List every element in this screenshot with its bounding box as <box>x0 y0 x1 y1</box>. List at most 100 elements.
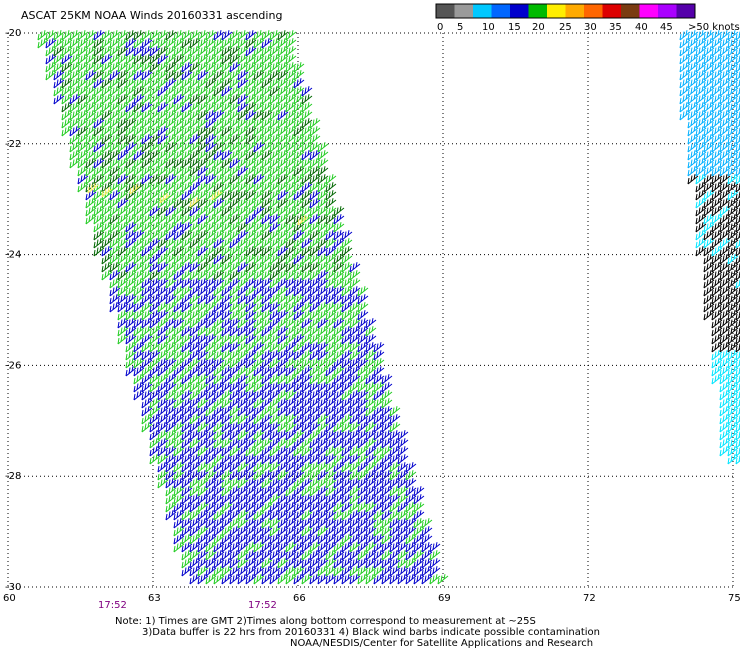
wind-barb <box>189 286 201 297</box>
wind-barb <box>727 310 739 321</box>
wind-barb <box>711 150 723 161</box>
wind-barb <box>221 214 233 225</box>
wind-barb <box>325 398 337 409</box>
wind-barb <box>213 326 225 337</box>
wind-barb <box>157 134 169 145</box>
wind-barb <box>349 470 361 481</box>
wind-barb <box>109 214 121 225</box>
wind-barb <box>173 222 185 233</box>
wind-barb <box>237 406 249 417</box>
wind-barb <box>173 494 185 505</box>
wind-barb <box>389 438 401 449</box>
wind-barb <box>277 382 289 393</box>
wind-barb <box>125 238 137 249</box>
wind-barb <box>735 175 740 185</box>
wind-barb <box>117 86 129 97</box>
wind-barb <box>349 302 361 313</box>
wind-barb <box>293 190 305 201</box>
wind-barb <box>301 462 313 473</box>
wind-barb <box>229 230 241 241</box>
wind-barb <box>413 534 425 545</box>
wind-barb <box>93 62 105 73</box>
wind-barb <box>109 38 121 49</box>
wind-barb <box>365 366 377 377</box>
wind-barb <box>285 574 297 585</box>
wind-barb <box>61 78 73 89</box>
wind-barb <box>285 430 297 441</box>
wind-barb <box>309 334 321 345</box>
wind-barb <box>181 438 193 449</box>
wind-barb <box>711 206 723 217</box>
wind-barb <box>317 446 329 457</box>
wind-barb <box>221 446 233 457</box>
wind-barb <box>117 270 129 281</box>
wind-barb <box>301 526 313 537</box>
wind-barb <box>165 382 177 393</box>
wind-barb <box>309 558 321 569</box>
wind-barb <box>413 566 425 577</box>
wind-barb <box>189 350 201 361</box>
wind-barb <box>133 382 145 393</box>
wind-barb <box>293 454 305 465</box>
wind-barb <box>293 486 305 497</box>
wind-barb <box>285 566 297 577</box>
wind-barb <box>229 310 241 321</box>
wind-barb <box>229 302 241 313</box>
wind-barb <box>181 30 193 41</box>
wind-barb <box>711 278 723 289</box>
wind-barb <box>735 351 740 361</box>
wind-barb <box>719 46 731 57</box>
wind-barb <box>357 294 369 305</box>
wind-barb <box>285 326 297 337</box>
wind-barb <box>285 62 297 73</box>
wind-barb <box>285 110 297 121</box>
wind-barb <box>221 470 233 481</box>
wind-barb <box>189 302 201 313</box>
wind-barb <box>373 358 385 369</box>
wind-barb <box>397 542 409 553</box>
wind-barb <box>349 502 361 513</box>
wind-barb <box>695 118 707 129</box>
wind-barb <box>269 182 281 193</box>
wind-barb <box>189 78 201 89</box>
wind-barb <box>245 190 257 201</box>
wind-barb <box>317 390 329 401</box>
wind-barb <box>197 222 209 233</box>
wind-barb <box>285 438 297 449</box>
wind-barb <box>173 446 185 457</box>
wind-barb <box>173 254 185 265</box>
wind-barb <box>261 270 273 281</box>
wind-barb <box>141 198 153 209</box>
wind-barb <box>373 574 385 585</box>
wind-barb <box>189 390 201 401</box>
wind-barb <box>229 478 241 489</box>
wind-barb <box>269 286 281 297</box>
wind-barb <box>333 574 345 585</box>
wind-barb <box>229 374 241 385</box>
wind-barb <box>277 390 289 401</box>
wind-barb <box>189 398 201 409</box>
wind-barb <box>687 54 699 65</box>
wind-barb <box>365 358 377 369</box>
wind-barb <box>77 126 89 137</box>
wind-barb <box>245 454 257 465</box>
wind-barb <box>237 366 249 377</box>
wind-barb <box>141 302 153 313</box>
wind-barb <box>181 94 193 105</box>
wind-barb <box>711 366 723 377</box>
wind-barb <box>149 350 161 361</box>
wind-barb <box>213 198 225 209</box>
wind-barb <box>237 270 249 281</box>
wind-barb <box>229 502 241 513</box>
wind-barb <box>237 430 249 441</box>
wind-barb <box>357 566 369 577</box>
wind-barb <box>165 342 177 353</box>
wind-barb <box>173 142 185 153</box>
wind-barb <box>165 38 177 49</box>
wind-barb <box>261 206 273 217</box>
wind-barb <box>157 142 169 153</box>
wind-barb <box>421 558 433 569</box>
wind-barb <box>221 102 233 113</box>
wind-barb <box>245 566 257 577</box>
wind-barb <box>77 94 89 105</box>
